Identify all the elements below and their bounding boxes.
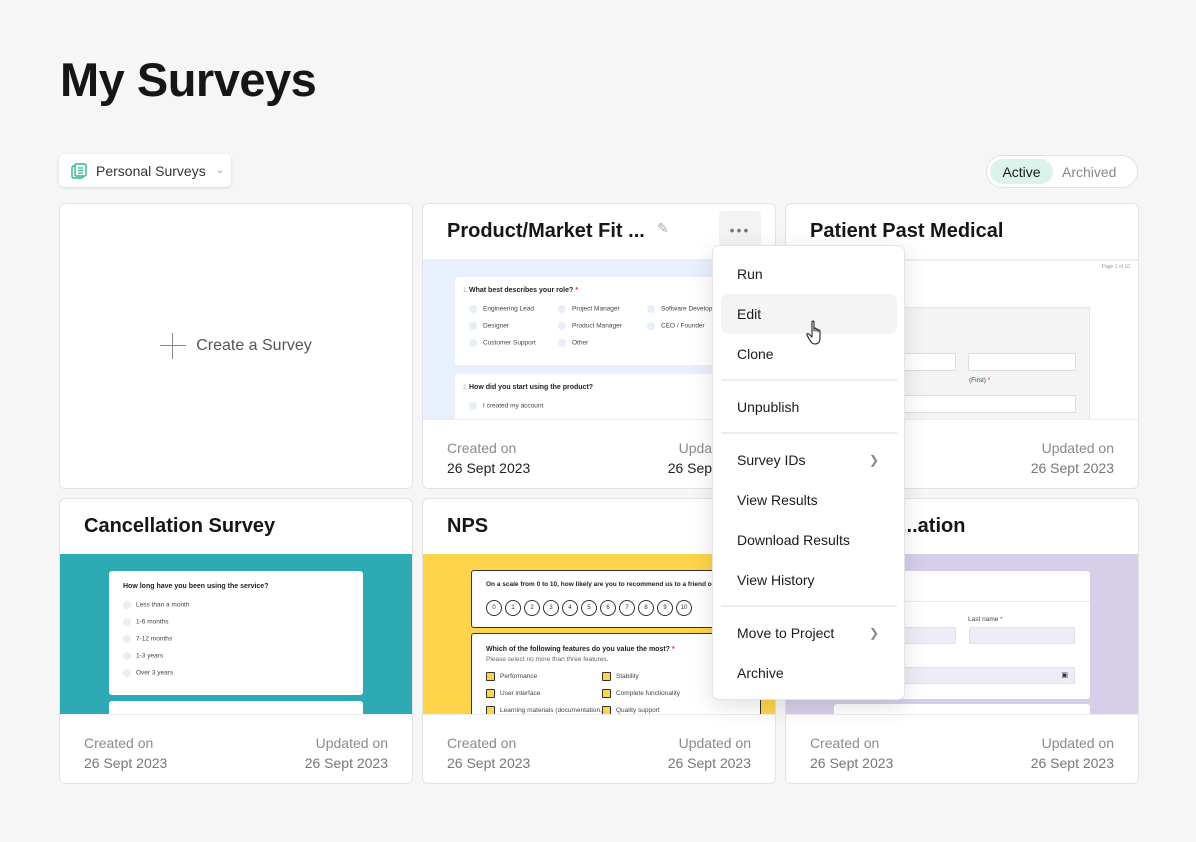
chevron-right-icon: ❯	[868, 453, 879, 467]
hand-pointer-cursor-icon	[806, 320, 821, 345]
survey-preview: How long have you been using the service…	[60, 554, 412, 714]
folder-select[interactable]: Personal Surveys ⌄	[59, 154, 231, 187]
pencil-icon[interactable]: ✎	[657, 220, 669, 236]
menu-item-view-results[interactable]: View Results	[737, 492, 818, 508]
survey-stack-icon	[71, 162, 87, 179]
survey-card[interactable]: Cancellation Survey How long have you be…	[59, 498, 413, 784]
survey-context-menu: Run Edit Clone Unpublish Survey IDs ❯ Vie…	[712, 245, 905, 700]
menu-divider	[721, 379, 897, 381]
more-icon: •••	[729, 222, 751, 238]
menu-item-download-results[interactable]: Download Results	[737, 532, 850, 548]
menu-item-clone[interactable]: Clone	[737, 346, 774, 362]
survey-title: Patient Past Medical	[810, 220, 1004, 242]
menu-item-edit[interactable]: Edit	[721, 294, 897, 334]
chevron-down-icon: ⌄	[215, 165, 225, 176]
toggle-active[interactable]: Active	[990, 159, 1053, 184]
survey-title: NPS	[447, 515, 489, 537]
more-options-button[interactable]: •••	[719, 211, 761, 249]
chevron-right-icon: ❯	[868, 626, 879, 640]
plus-icon	[160, 333, 187, 359]
menu-divider	[721, 605, 897, 607]
menu-item-survey-ids[interactable]: Survey IDs ❯	[737, 452, 879, 468]
menu-item-move-to-project[interactable]: Move to Project ❯	[737, 625, 879, 641]
create-survey-label: Create a Survey	[196, 337, 312, 354]
calendar-icon: ▣	[1061, 672, 1068, 679]
survey-title: Product/Market Fit ...	[447, 220, 645, 242]
create-survey-card[interactable]: Create a Survey	[59, 203, 413, 489]
menu-divider	[721, 432, 897, 434]
menu-item-unpublish[interactable]: Unpublish	[737, 399, 800, 415]
page-title: My Surveys	[60, 53, 317, 106]
menu-item-archive[interactable]: Archive	[737, 665, 784, 681]
status-toggle[interactable]: Active Archived	[986, 155, 1138, 188]
menu-item-run[interactable]: Run	[737, 266, 763, 282]
folder-select-label: Personal Surveys	[96, 162, 206, 179]
menu-item-view-history[interactable]: View History	[737, 572, 815, 588]
survey-title: ...ation	[901, 515, 966, 537]
survey-title: Cancellation Survey	[84, 515, 276, 537]
toggle-archived[interactable]: Archived	[1062, 163, 1117, 180]
